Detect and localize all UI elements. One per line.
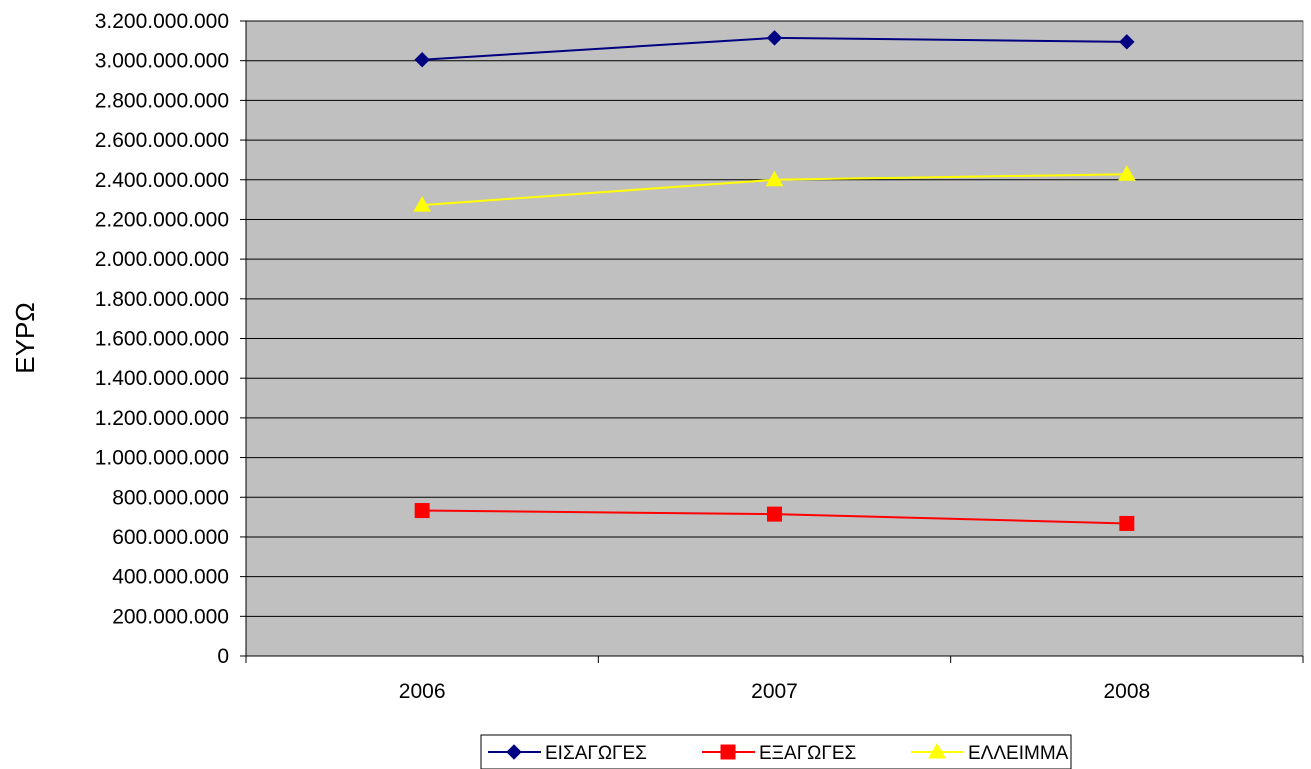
legend-label: ΕΙΣΑΓΩΓΕΣ [545, 743, 647, 764]
legend-marker [928, 742, 946, 759]
y-axis-tick-labels: 0 200.000.000 400.000.000 600.000.000 800.00… [95, 10, 229, 668]
data-point [414, 503, 430, 519]
data-point [765, 170, 784, 187]
y-tick-label: 1.800.000.000 [95, 288, 229, 311]
x-tick-label: 2008 [1103, 680, 1150, 703]
legend-box [480, 734, 1072, 769]
legend-marker [506, 744, 522, 760]
legend-marker [720, 744, 736, 760]
y-tick-label: 400.000.000 [112, 566, 229, 589]
x-axis-tick-labels: 2006 2007 2008 [399, 680, 1150, 703]
y-tick-label: 1.600.000.000 [95, 328, 229, 351]
y-tick-label: 200.000.000 [112, 605, 229, 628]
legend-entry: ΕΞΑΓΩΓΕΣ [702, 743, 856, 764]
y-tick-label: 0 [217, 645, 229, 668]
legend-entry: ΕΛΛΕΙΜΜΑ [911, 742, 1069, 764]
x-tick-label: 2006 [399, 680, 446, 703]
y-tick-label: 2.200.000.000 [95, 208, 229, 231]
y-tick-label: 3.000.000.000 [95, 50, 229, 73]
series-1 [414, 30, 1135, 68]
legend: ΕΙΣΑΓΩΓΕΣ ΕΞΑΓΩΓΕΣ ΕΛΛΕΙΜΜΑ [480, 734, 1072, 769]
y-tick-label: 2.000.000.000 [95, 248, 229, 271]
series-group [413, 30, 1136, 531]
y-tick-label: 1.400.000.000 [95, 367, 229, 390]
y-tick-label: 2.600.000.000 [95, 129, 229, 152]
y-tick-label: 1.200.000.000 [95, 407, 229, 430]
y-tick-label: 800.000.000 [112, 486, 229, 509]
legend-label: ΕΛΛΕΙΜΜΑ [968, 743, 1069, 764]
axes [245, 21, 1304, 663]
data-point [1119, 515, 1135, 531]
data-point [414, 51, 430, 68]
data-point [1117, 165, 1136, 181]
y-tick-label: 2.400.000.000 [95, 169, 229, 192]
y-tick-label: 2.800.000.000 [95, 89, 229, 112]
data-point [767, 506, 782, 522]
legend-label: ΕΞΑΓΩΓΕΣ [759, 743, 856, 764]
x-tick-label: 2007 [751, 680, 798, 703]
y-tick-label: 600.000.000 [112, 526, 229, 549]
series-2 [414, 503, 1135, 531]
legend-entry: ΕΙΣΑΓΩΓΕΣ [488, 743, 647, 764]
data-point [413, 196, 432, 212]
y-tick-label: 1.000.000.000 [95, 447, 229, 470]
data-point [1119, 34, 1135, 50]
data-point [766, 30, 783, 46]
series-3 [413, 165, 1136, 212]
y-tick-label: 3.200.000.000 [95, 10, 229, 33]
y-axis-title: ΕΥΡΩ [10, 302, 40, 373]
